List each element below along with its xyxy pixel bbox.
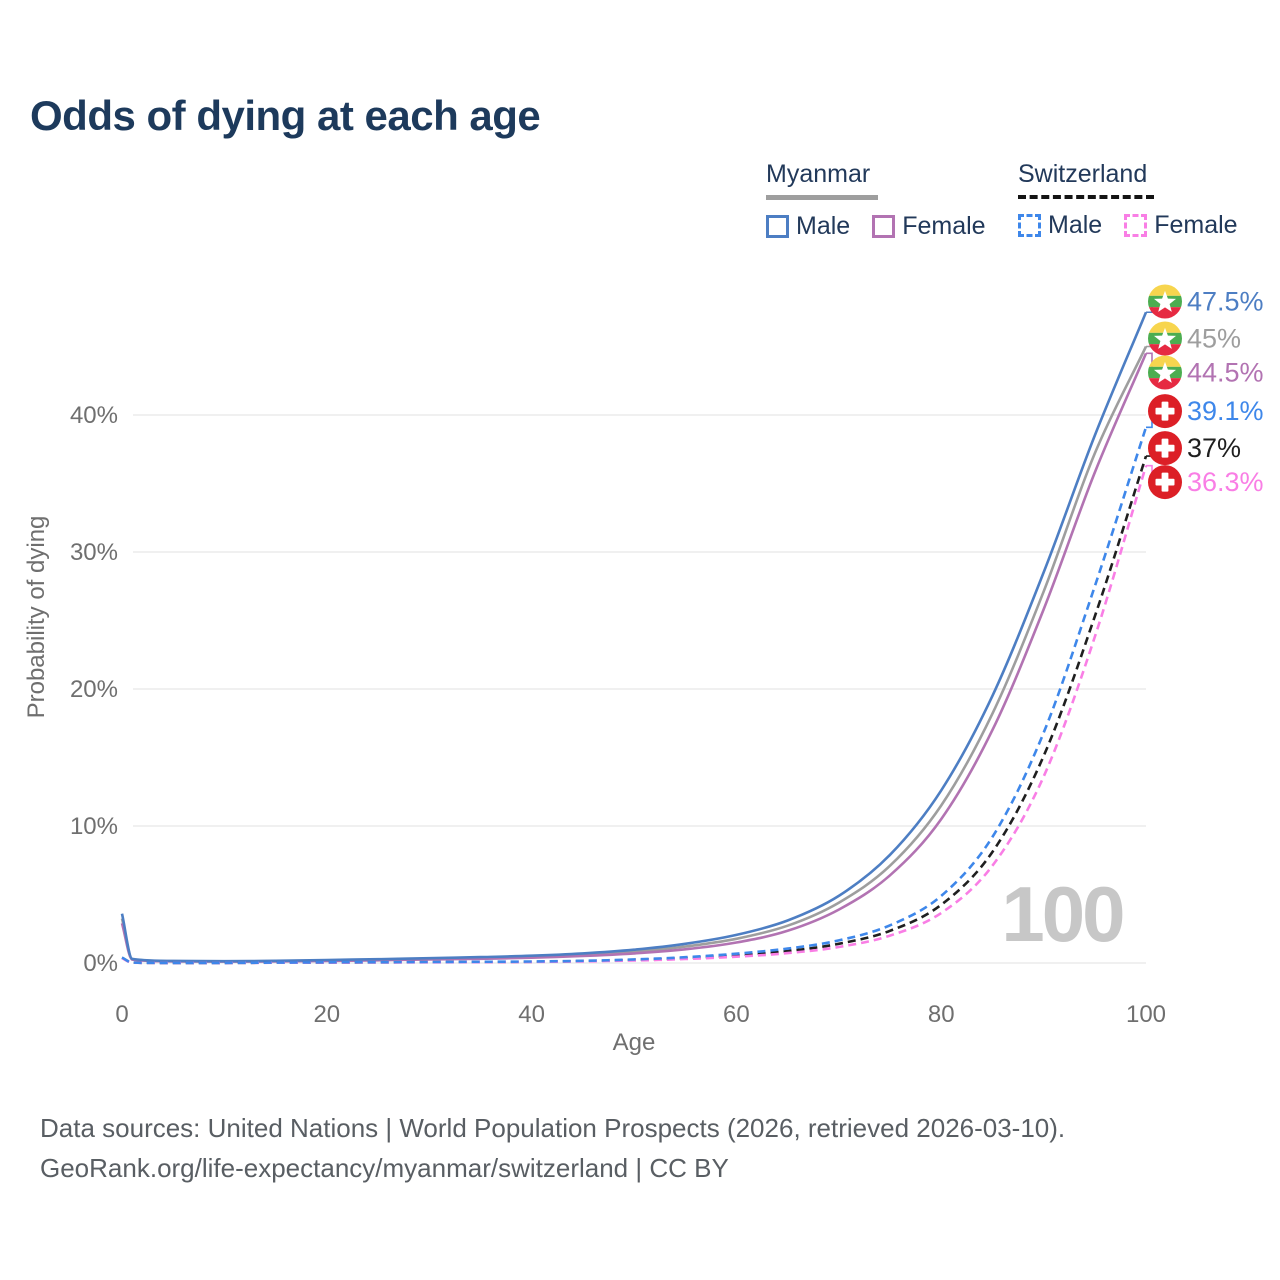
legend-group-myanmar: Myanmar Male Female [766, 160, 986, 241]
y-axis-title: Probability of dying [23, 516, 50, 719]
legend-item-label: Female [902, 212, 986, 240]
series-line-myanmar-male [120, 311, 1148, 963]
x-tick-label: 80 [928, 1001, 955, 1028]
series-line-myanmar-both [120, 345, 1148, 963]
footer-attribution: Data sources: United Nations | World Pop… [40, 1108, 1065, 1188]
switzerland-line-sample [1018, 195, 1154, 199]
legend-item-label: Male [796, 212, 851, 240]
switzerland-male-swatch-icon[interactable] [1018, 214, 1041, 237]
data-sources-line: Data sources: United Nations | World Pop… [40, 1113, 1066, 1143]
series-line-myanmar-female [120, 352, 1148, 963]
myanmar-flag-icon [1148, 284, 1182, 319]
legend-country-label: Switzerland [1018, 160, 1148, 188]
y-tick-label: 0% [83, 950, 118, 977]
series-line-switzerland-male [121, 426, 1148, 965]
myanmar-flag-icon [1148, 355, 1182, 390]
legend-item-myanmar-female[interactable]: Female [872, 212, 986, 241]
end-value-label-myanmar-male: 47.5% [1187, 287, 1264, 317]
legend-item-switzerland-male[interactable]: Male [1018, 211, 1102, 240]
myanmar-male-swatch-icon[interactable] [766, 215, 789, 238]
y-tick-label: 30% [70, 539, 118, 566]
myanmar-female-swatch-icon[interactable] [872, 215, 896, 238]
switzerland-flag-icon [1148, 465, 1182, 500]
switzerland-flag-icon [1148, 394, 1182, 429]
age-counter-watermark: 100 [1001, 870, 1123, 958]
legend-item-switzerland-female[interactable]: Female [1124, 211, 1238, 240]
end-value-label-myanmar-both: 45% [1187, 324, 1241, 354]
source-url-line: GeoRank.org/life-expectancy/myanmar/swit… [40, 1153, 729, 1183]
myanmar-line-sample [766, 195, 878, 200]
switzerland-flag-icon [1148, 431, 1182, 466]
y-tick-label: 20% [70, 676, 118, 703]
mortality-line-chart[interactable]: 0% 10% 20% 30% 40% 0 20 40 60 80 100 Age Probability… [0, 250, 1280, 1100]
legend-group-switzerland: Switzerland Male Female [1018, 160, 1238, 240]
end-value-label-switzerland-both: 37% [1187, 433, 1241, 463]
legend-item-label: Male [1048, 211, 1103, 239]
end-value-label-switzerland-male: 39.1% [1187, 396, 1264, 426]
x-tick-label: 0 [115, 1001, 128, 1028]
end-value-label-switzerland-female: 36.3% [1187, 467, 1264, 497]
x-tick-label: 100 [1126, 1001, 1166, 1028]
x-tick-label: 20 [313, 1001, 340, 1028]
legend-item-label: Female [1154, 211, 1238, 239]
myanmar-flag-icon [1148, 321, 1182, 356]
x-tick-label: 60 [723, 1001, 750, 1028]
series-line-switzerland-both [121, 455, 1148, 965]
page-title: Odds of dying at each age [30, 92, 541, 139]
x-axis-title: Age [613, 1029, 656, 1056]
y-tick-label: 10% [70, 813, 118, 840]
legend-item-myanmar-male[interactable]: Male [766, 212, 850, 241]
legend-country-label: Myanmar [766, 160, 871, 188]
y-tick-label: 40% [70, 402, 118, 429]
end-value-label-myanmar-female: 44.5% [1187, 358, 1264, 388]
switzerland-female-swatch-icon[interactable] [1124, 214, 1148, 237]
x-tick-label: 40 [518, 1001, 545, 1028]
